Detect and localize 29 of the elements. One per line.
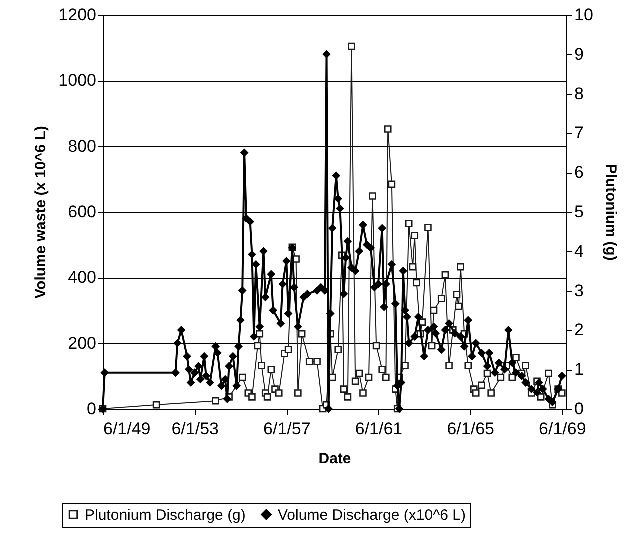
- y-tick-label: 1000: [58, 71, 96, 90]
- legend-label: Plutonium Discharge (g): [85, 506, 246, 524]
- legend-label: Volume Discharge (x10^6 L): [278, 506, 466, 524]
- y2-tick-label: 7: [574, 124, 584, 143]
- y-tick-label: 1200: [58, 6, 96, 24]
- y2-tick-label: 4: [574, 242, 584, 261]
- y-tick-label: 0: [87, 400, 96, 418]
- y-tick-label: 400: [68, 268, 96, 288]
- x-tick-label: 6/1/57: [264, 420, 311, 438]
- y-tick-label: 200: [68, 334, 96, 353]
- x-tick-label: 6/1/53: [172, 420, 219, 438]
- y-tick-label: 600: [68, 202, 96, 222]
- x-tick-label: 6/1/49: [104, 420, 151, 438]
- y2-tick-label: 3: [574, 281, 584, 300]
- y2-axis-title: Plutonium (g): [602, 164, 620, 261]
- x-tick-label: 6/1/69: [539, 420, 586, 438]
- y2-tick-label: 0: [574, 400, 584, 418]
- y2-tick-label: 10: [574, 6, 594, 24]
- y2-tick-label: 5: [574, 202, 584, 222]
- x-tick-label: 6/1/61: [355, 420, 403, 438]
- y2-tick-label: 8: [574, 84, 584, 104]
- x-axis-title: Date: [318, 450, 352, 468]
- y2-tick-label: 6: [574, 163, 584, 182]
- y2-tick-label: 2: [574, 320, 584, 340]
- y-tick-label: 800: [68, 136, 96, 156]
- y-axis-title: Volume waste (x 10^6 L): [32, 126, 50, 299]
- y2-tick-label: 1: [574, 360, 584, 380]
- y2-tick-label: 9: [574, 44, 584, 64]
- x-tick-label: 6/1/65: [447, 420, 494, 438]
